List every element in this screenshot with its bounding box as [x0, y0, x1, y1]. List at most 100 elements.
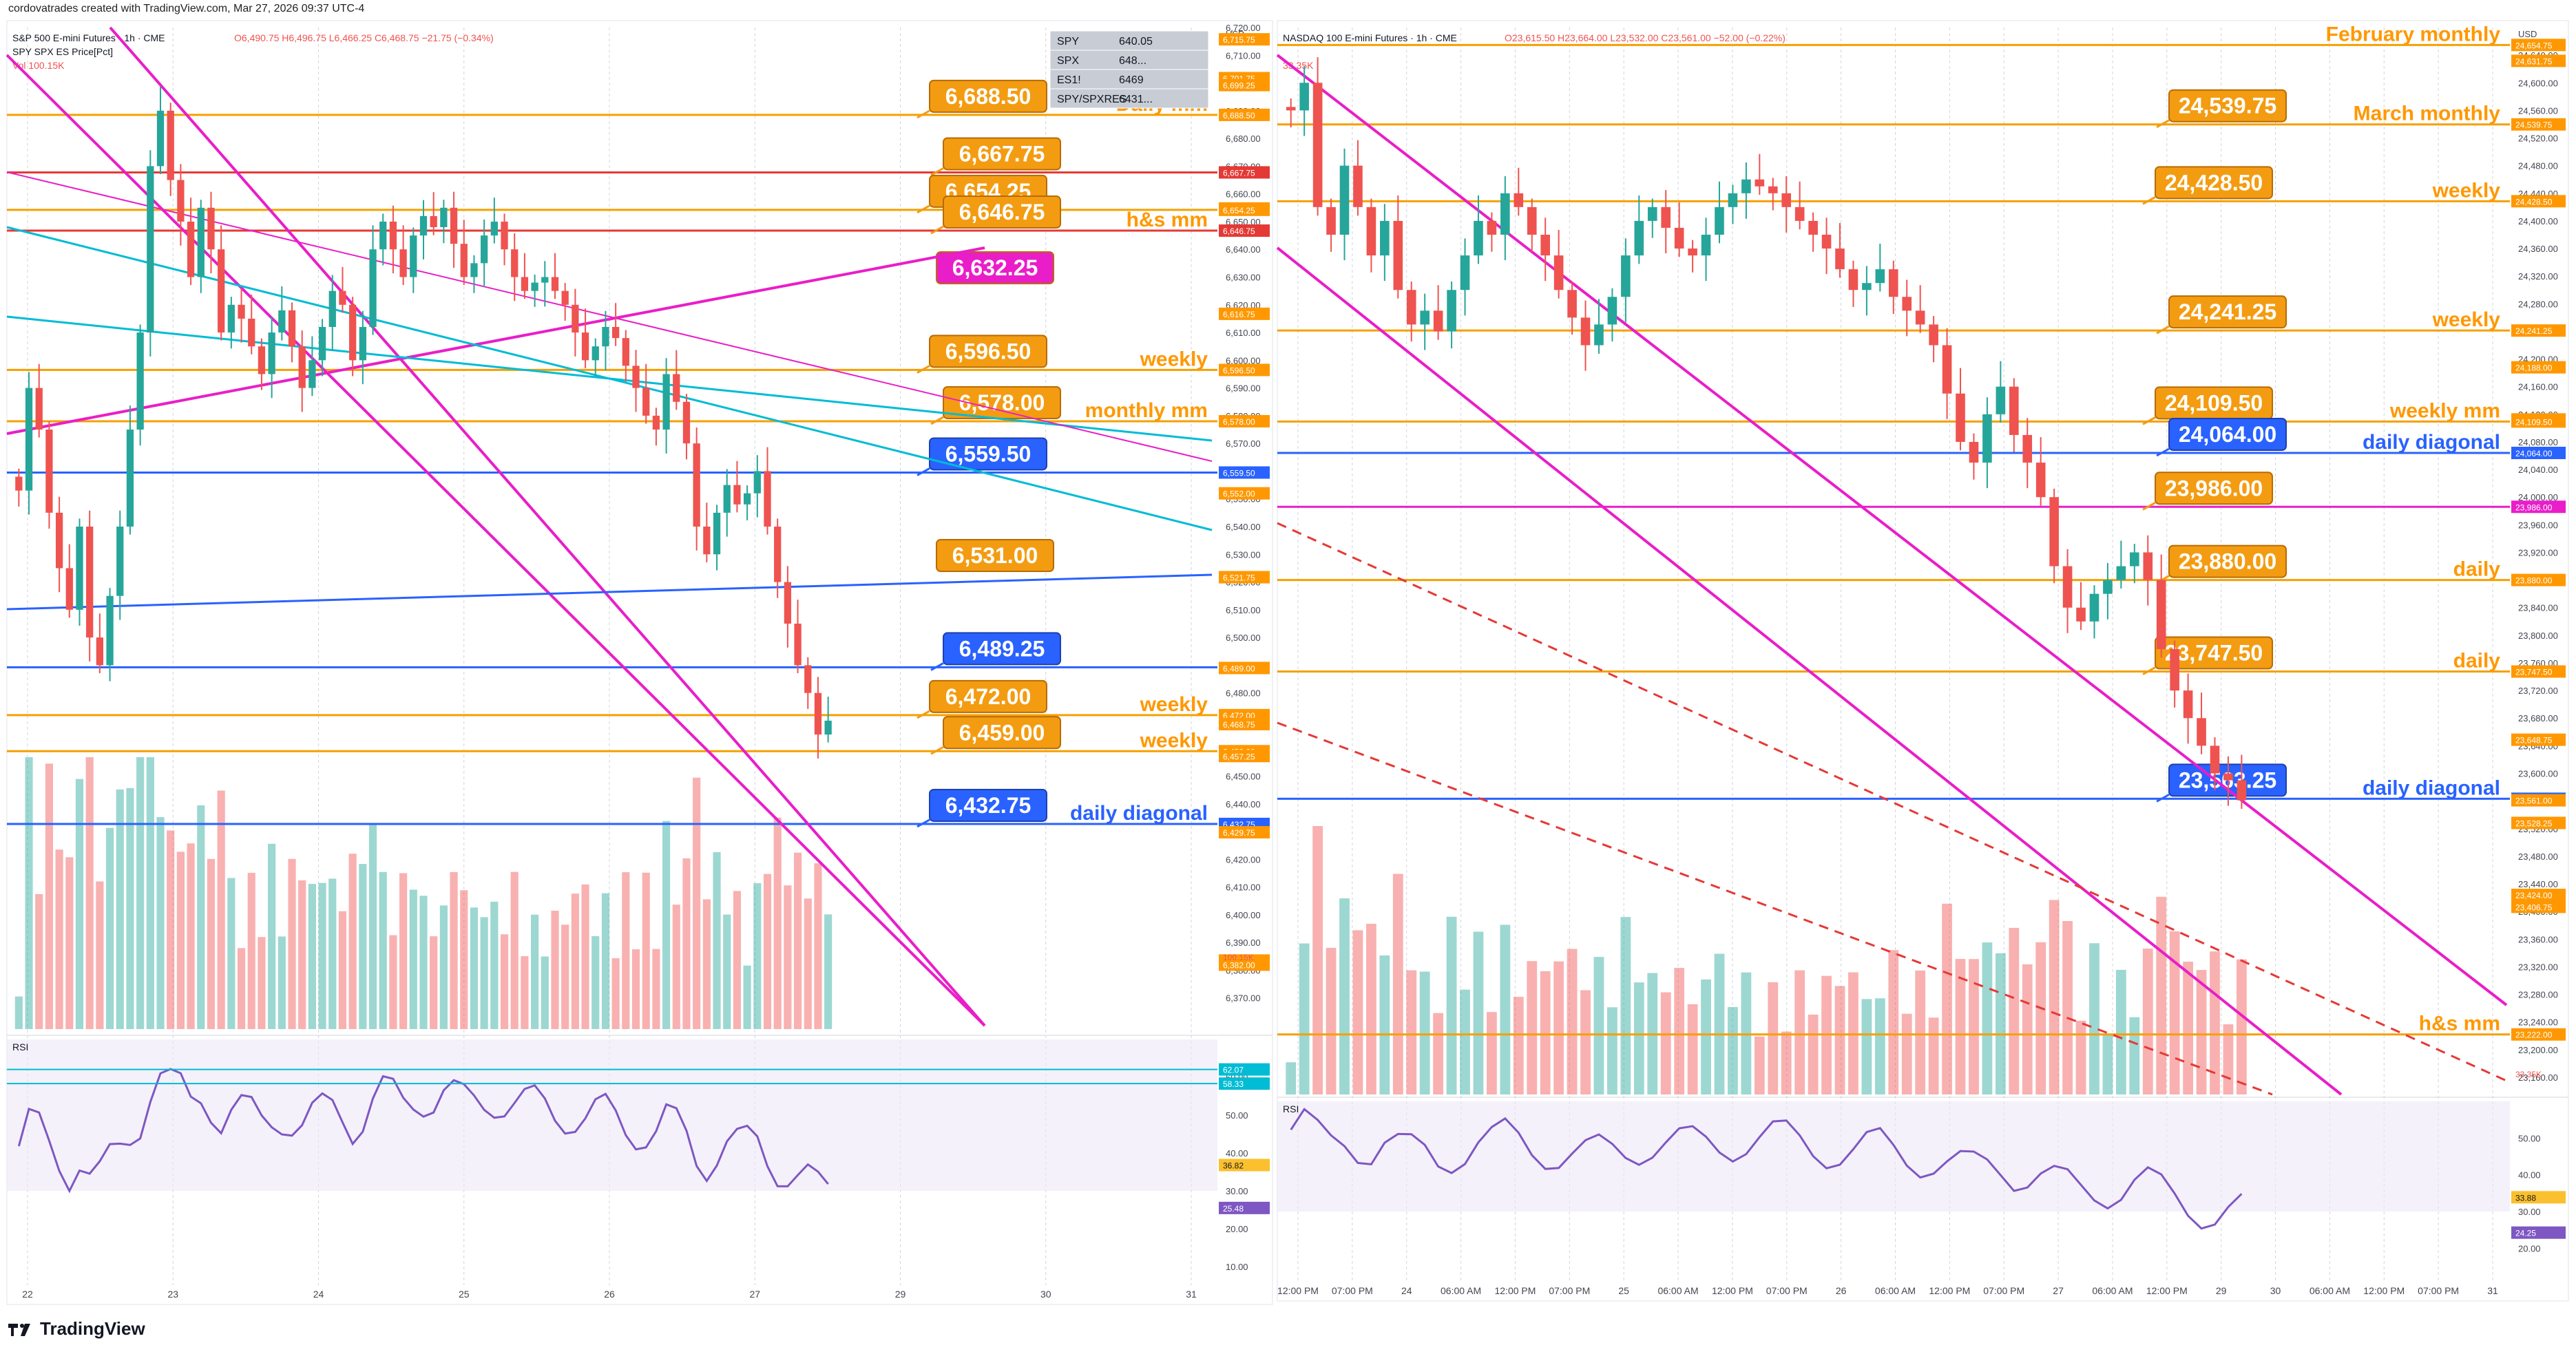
right-level-note: daily diagonal [2363, 776, 2500, 799]
left-volume-bar [470, 907, 479, 1029]
brand-label: TradingView [40, 1318, 145, 1339]
right-xtick-label: 07:00 PM [1983, 1285, 2024, 1296]
right-volume-bar [1861, 999, 1872, 1094]
right-volume-bar [1379, 955, 1390, 1094]
table-cell-value: 6469 [1119, 74, 1144, 86]
table-cell-symbol: SPY [1057, 36, 1079, 47]
left-label-pointer [930, 167, 944, 176]
right-level-note: February monthly [2326, 23, 2501, 45]
left-volume-bar [176, 851, 185, 1029]
left-price-label-box [943, 137, 1061, 171]
right-volume-bar [1607, 1007, 1617, 1094]
left-candle-body [470, 263, 478, 277]
left-volume-bar [702, 899, 711, 1029]
table-cell-value: 6431... [1119, 94, 1153, 105]
left-candle-body [591, 346, 599, 361]
right-label-pointer [2156, 119, 2170, 129]
right-candle-body [1460, 255, 1470, 290]
left-candle-body [227, 304, 235, 333]
left-axis-tag: 6,667.75 [1223, 168, 1255, 178]
left-trendline [6, 315, 1213, 442]
right-volume-bar [1527, 961, 1538, 1094]
left-xtick-label: 24 [313, 1289, 324, 1300]
left-candle-body [25, 388, 33, 491]
left-volume-bar [693, 777, 701, 1029]
left-candle-body [207, 207, 215, 250]
tradingview-logo-icon [8, 1323, 30, 1336]
left-candle-body [298, 346, 306, 388]
left-volume-bar [35, 893, 43, 1029]
right-candle-body [1634, 220, 1644, 256]
left-volume-bar [753, 883, 762, 1029]
right-ytick-label: 23,200.00 [2518, 1045, 2558, 1055]
right-volume-bar [1446, 916, 1457, 1094]
left-ytick-label: 6,540.00 [1226, 522, 1261, 532]
left-xtick-label: 23 [167, 1289, 178, 1300]
left-volume-bar [146, 757, 154, 1029]
right-volume-bar [2115, 969, 2126, 1094]
tradingview-brand[interactable]: TradingView [7, 1318, 145, 1340]
left-candle-body [551, 277, 559, 291]
right-candle-body [1312, 83, 1323, 207]
left-axis-tag: 6,715.75 [1223, 35, 1255, 45]
table-row [1049, 69, 1209, 89]
right-xtick-label: 07:00 PM [1332, 1285, 1373, 1296]
right-candle-body [1768, 186, 1778, 193]
left-candle-body [723, 485, 731, 513]
left-volume-bar [521, 956, 529, 1029]
left-candle-body [389, 221, 397, 250]
right-ytick-label: 24,160.00 [2518, 382, 2558, 392]
left-axis-tag: 6,596.50 [1223, 366, 1255, 375]
left-price-label: 6,667.75 [959, 141, 1045, 166]
right-ytick-label: 23,840.00 [2518, 603, 2558, 613]
left-volume-bar [622, 872, 630, 1029]
left-candle-body [460, 244, 468, 277]
left-ytick-label: 6,600.00 [1226, 355, 1261, 366]
right-trendline [1277, 522, 2507, 1082]
right-volume-bar [2075, 1020, 2086, 1094]
left-rsi-tick: 50.00 [1226, 1110, 1248, 1121]
left-label-pointer [930, 662, 944, 671]
left-candle-body [611, 327, 620, 339]
left-label-pointer [917, 467, 930, 476]
right-candle-body [1741, 179, 1751, 193]
left-rsi-band-box [1219, 1063, 1270, 1076]
left-volume-bar [187, 843, 195, 1029]
left-axis-tag-box [1219, 487, 1270, 500]
left-candle-body [753, 471, 761, 494]
right-candle-body [1514, 193, 1524, 207]
right-xtick-label: 12:00 PM [1277, 1285, 1319, 1296]
left-ytick-label: 6,680.00 [1226, 134, 1261, 144]
right-volume-bar [1419, 971, 1430, 1094]
left-ytick-label: 6,440.00 [1226, 799, 1261, 810]
right-price-label-box [2155, 472, 2273, 505]
right-axis-tag: 24,428.50 [2515, 197, 2553, 207]
right-candle-body [1447, 290, 1456, 332]
right-candle-body [1420, 310, 1430, 325]
table-cell-value: 648... [1119, 55, 1146, 67]
left-volume-bar [793, 852, 802, 1029]
right-volume-bar [1633, 982, 1644, 1094]
left-label-pointer [930, 416, 944, 425]
left-axis-tag-box [1219, 203, 1270, 216]
left-label-pointer [917, 710, 930, 719]
left-volume-bar [368, 825, 377, 1029]
left-price-label-box [943, 195, 1061, 229]
left-candle-body [440, 207, 448, 227]
right-axis-tag: 23,528.25 [2515, 818, 2553, 828]
left-candle-body [258, 346, 266, 374]
right-candle-body [2022, 434, 2033, 463]
left-trendline [6, 246, 985, 435]
left-candle-body [572, 304, 579, 333]
left-volume-bar [682, 858, 691, 1029]
right-axis-tag-box [2511, 794, 2566, 807]
left-volume-bar [227, 878, 235, 1029]
right-axis-tag-box [2511, 195, 2566, 208]
left-candle-body [662, 374, 670, 430]
left-rsi-tick: 10.00 [1226, 1262, 1248, 1272]
right-ytick-label: 23,800.00 [2518, 631, 2558, 641]
right-candle-body [1393, 220, 1403, 290]
left-ytick-label: 6,530.00 [1226, 549, 1261, 560]
left-trendline [6, 54, 986, 1027]
right-candle-body [1299, 83, 1309, 111]
